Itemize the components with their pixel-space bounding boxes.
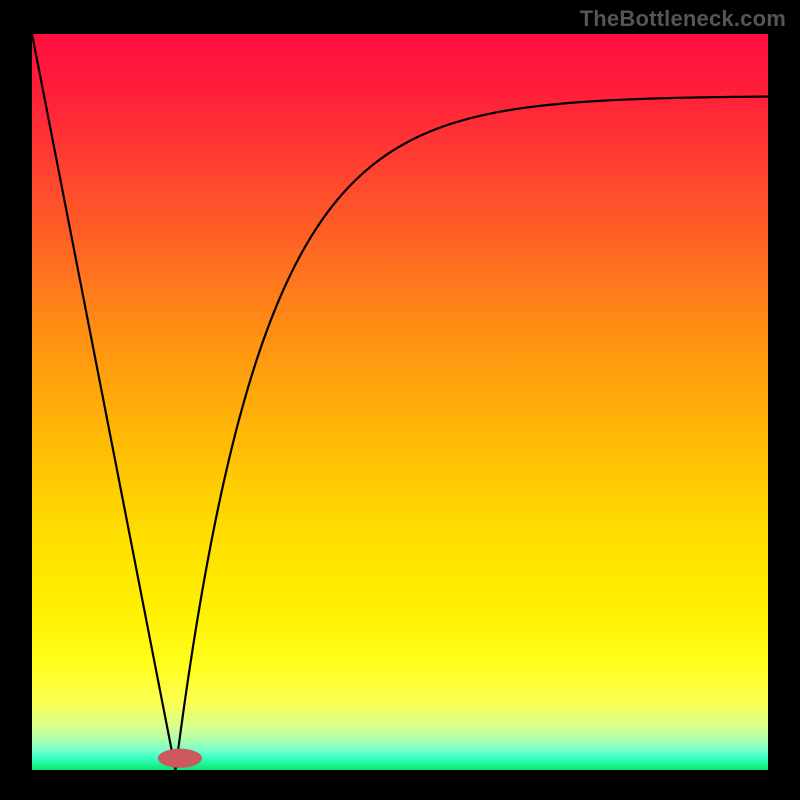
plot-area — [32, 34, 768, 770]
chart-stage: TheBottleneck.com — [0, 0, 800, 800]
bottleneck-curve-chart — [0, 0, 800, 800]
optimum-marker — [158, 749, 202, 768]
watermark-text: TheBottleneck.com — [580, 6, 786, 32]
